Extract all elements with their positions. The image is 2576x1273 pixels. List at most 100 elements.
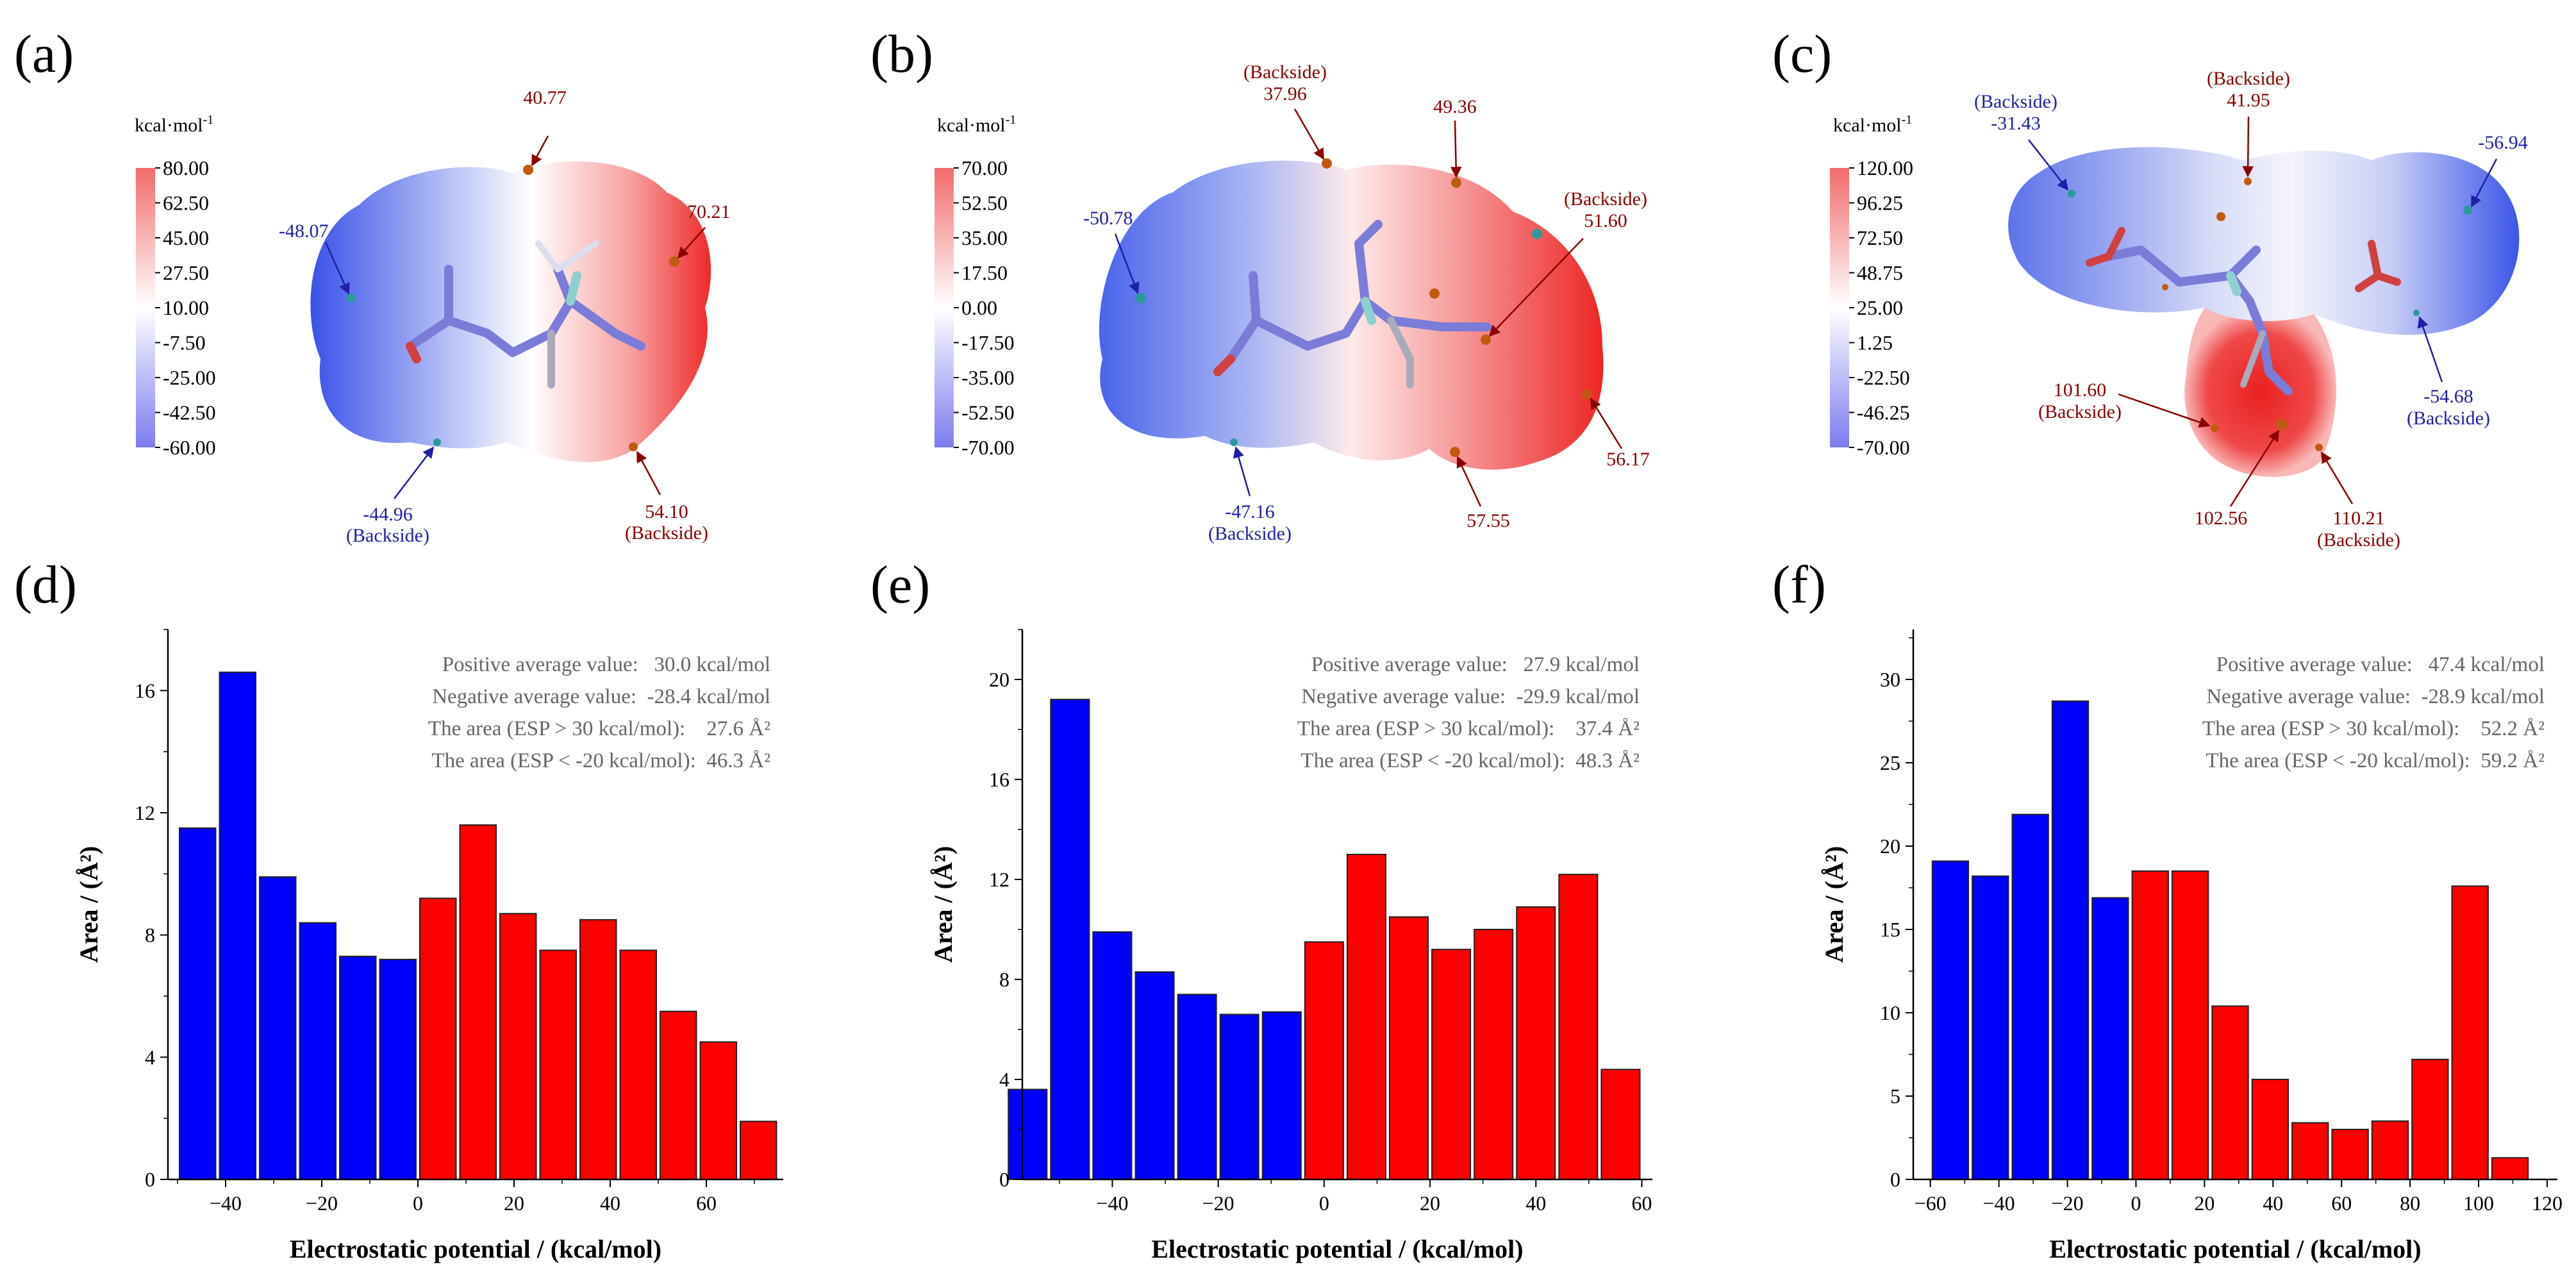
y-tick-label: 20 <box>1880 835 1900 858</box>
esp-annotation: (Backside) <box>1974 91 2057 112</box>
colorbar-title-b: kcal·mol-1 <box>937 113 1016 136</box>
x-tick-label: 40 <box>2263 1192 2283 1215</box>
histogram-bar <box>2091 897 2129 1180</box>
esp-annotation: 57.55 <box>1467 510 1510 531</box>
histogram-bar <box>1008 1088 1048 1180</box>
histogram-bar <box>499 913 537 1181</box>
colorbar-tick-label: 120.00 <box>1857 156 1913 179</box>
colorbar-a <box>136 168 155 447</box>
colorbar-tick-label: 17.50 <box>961 262 1008 285</box>
colorbar-tick-label: -70.00 <box>961 436 1015 459</box>
panel-label-b: (b) <box>870 24 933 84</box>
colorbar-tick-label: 1.25 <box>1857 331 1893 354</box>
y-tick-label: 16 <box>135 679 155 702</box>
colorbar-c <box>1830 168 1849 447</box>
colorbar-tick-label: 70.00 <box>961 156 1008 179</box>
esp-map-c: kcal·mol-1 120.00 96.25 72.50 48.75 25.00 1.2… <box>1830 68 2528 551</box>
y-tick-label: 0 <box>1890 1168 1900 1191</box>
histogram-bar <box>2331 1129 2369 1180</box>
y-tick-label: 5 <box>1890 1085 1900 1108</box>
colorbar-tick-label: 25.00 <box>1857 296 1903 319</box>
x-tick-label: 80 <box>2400 1192 2420 1215</box>
x-axis-label: Electrostatic potential / (kcal/mol) <box>1151 1235 1523 1263</box>
esp-annotation: -56.94 <box>2478 132 2528 153</box>
histogram-bar <box>1050 699 1090 1180</box>
y-tick-label: 12 <box>989 868 1010 891</box>
histogram-bar <box>2251 1079 2289 1180</box>
y-tick-label: 25 <box>1880 751 1900 774</box>
y-tick-label: 4 <box>145 1045 155 1069</box>
stats-line: The area (ESP < -20 kcal/mol): 59.2 Å² <box>2206 749 2545 772</box>
panel-label-a: (a) <box>14 24 74 84</box>
histogram-bar <box>259 876 297 1180</box>
colorbar-tick-label: 48.75 <box>1857 262 1903 285</box>
colorbar-tick-label: -70.00 <box>1857 436 1910 459</box>
x-tick-label: 60 <box>2331 1192 2352 1215</box>
x-axis-label: Electrostatic potential / (kcal/mol) <box>2049 1235 2421 1263</box>
esp-map-a: kcal·mol-1 80.00 62.50 45.00 27.50 10.00 -7.5… <box>135 87 731 546</box>
colorbar-tick-label: 96.25 <box>1857 192 1903 215</box>
histogram-bar <box>539 949 577 1180</box>
stats-line: Negative average value: -28.9 kcal/mol <box>2206 685 2545 708</box>
y-tick-label: 16 <box>989 768 1010 791</box>
x-tick-label: 100 <box>2463 1192 2494 1215</box>
colorbar-tick-label: -46.25 <box>1857 401 1910 424</box>
histogram-bar <box>419 897 457 1180</box>
colorbar-tick-label: 35.00 <box>961 226 1008 249</box>
stats-line: The area (ESP > 30 kcal/mol): 27.6 Å² <box>428 717 770 740</box>
colorbar-tick-label: -7.50 <box>163 331 206 354</box>
histogram-bar <box>1177 994 1217 1181</box>
histogram-bar <box>1219 1013 1259 1180</box>
esp-annotation: (Backside) <box>1564 188 1647 210</box>
y-tick-label: 12 <box>135 801 155 824</box>
histogram-bar <box>1346 854 1386 1180</box>
x-tick-label: 60 <box>696 1192 717 1215</box>
x-tick-label: −20 <box>2052 1192 2084 1215</box>
histogram-bar <box>179 827 217 1181</box>
histogram-bar <box>619 949 657 1180</box>
x-tick-label: −20 <box>1202 1192 1234 1215</box>
colorbar-tick-label: 72.50 <box>1857 226 1903 249</box>
histogram-bar <box>1558 874 1599 1180</box>
esp-annotation: (Backside) <box>625 522 708 544</box>
y-tick-label: 10 <box>1880 1001 1900 1024</box>
esp-annotation: 49.36 <box>1433 96 1477 117</box>
esp-annotation: 40.77 <box>523 87 567 108</box>
esp-annotation: (Backside) <box>2317 529 2400 551</box>
colorbar-tick-label: -17.50 <box>961 331 1015 354</box>
histogram-bar <box>1134 971 1175 1181</box>
esp-annotation: (Backside) <box>2407 408 2490 429</box>
esp-annotation: (Backside) <box>2038 401 2122 422</box>
panel-label-e: (e) <box>870 555 930 615</box>
esp-annotation: -47.16 <box>1225 501 1275 522</box>
esp-annotation: 101.60 <box>2054 379 2107 401</box>
colorbar-tick-label: -35.00 <box>961 366 1015 389</box>
esp-annotation: 37.96 <box>1263 83 1307 104</box>
colorbar-tick-label: 80.00 <box>163 156 209 179</box>
y-axis-label: Area / (Å²) <box>1820 846 1849 963</box>
y-tick-label: 15 <box>1880 918 1900 941</box>
x-axis-label: Electrostatic potential / (kcal/mol) <box>290 1235 661 1263</box>
y-tick-label: 4 <box>999 1068 1010 1091</box>
esp-map-b: kcal·mol-1 70.00 52.50 35.00 17.50 0.00 -17.5… <box>935 62 1650 544</box>
colorbar-tick-label: 45.00 <box>163 226 209 249</box>
x-tick-label: 0 <box>1319 1192 1329 1215</box>
esp-annotation: (Backside) <box>346 525 429 546</box>
esp-annotation: 51.60 <box>1584 210 1627 231</box>
y-tick-label: 0 <box>999 1168 1010 1191</box>
esp-annotation: -31.43 <box>1991 113 2041 134</box>
x-tick-label: 0 <box>2131 1192 2141 1215</box>
esp-annotation: -54.68 <box>2423 386 2473 407</box>
y-axis-label: Area / (Å²) <box>74 846 103 963</box>
x-tick-label: 0 <box>413 1192 423 1215</box>
histogram-bar <box>1972 875 2009 1181</box>
histogram-bar <box>1600 1069 1641 1181</box>
stats-line: Negative average value: -28.4 kcal/mol <box>432 685 770 708</box>
stats-line: Negative average value: -29.9 kcal/mol <box>1301 685 1640 708</box>
histogram-bar <box>2131 870 2169 1180</box>
histogram-bar <box>1092 931 1133 1181</box>
esp-annotation: 54.10 <box>645 501 688 522</box>
x-tick-label: −20 <box>306 1192 338 1215</box>
y-axis-label: Area / (Å²) <box>929 846 958 963</box>
